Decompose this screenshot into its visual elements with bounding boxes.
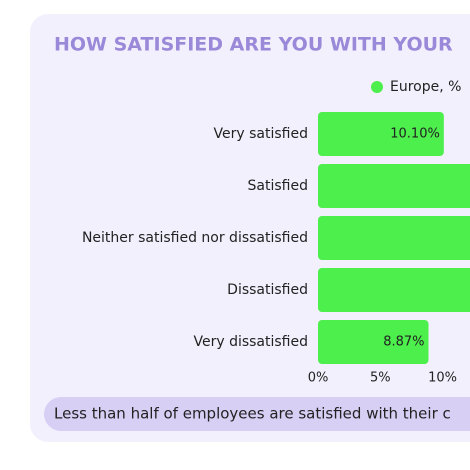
chart-title: HOW SATISFIED ARE YOU WITH YOUR	[54, 34, 453, 56]
legend-marker	[371, 81, 383, 93]
bar	[318, 164, 470, 208]
y-tick-label: Dissatisfied	[227, 282, 308, 298]
y-tick-label: Very satisfied	[214, 126, 308, 142]
y-tick-label: Neither satisfied nor dissatisfied	[82, 230, 308, 246]
x-tick-label: 0%	[308, 371, 329, 386]
x-tick-label: 10%	[428, 371, 457, 386]
bar	[318, 216, 470, 260]
bar	[318, 112, 444, 156]
x-tick-label: 5%	[370, 371, 391, 386]
bar	[318, 268, 470, 312]
bar	[318, 320, 429, 364]
value-label: 8.87%	[383, 335, 424, 350]
legend-label: Europe, %	[390, 79, 461, 95]
value-label: 10.10%	[390, 127, 440, 142]
note-pill	[44, 397, 470, 431]
y-tick-label: Satisfied	[248, 178, 308, 194]
note: Less than half of employees are satisfie…	[54, 405, 451, 423]
y-tick-label: Very dissatisfied	[193, 334, 308, 350]
